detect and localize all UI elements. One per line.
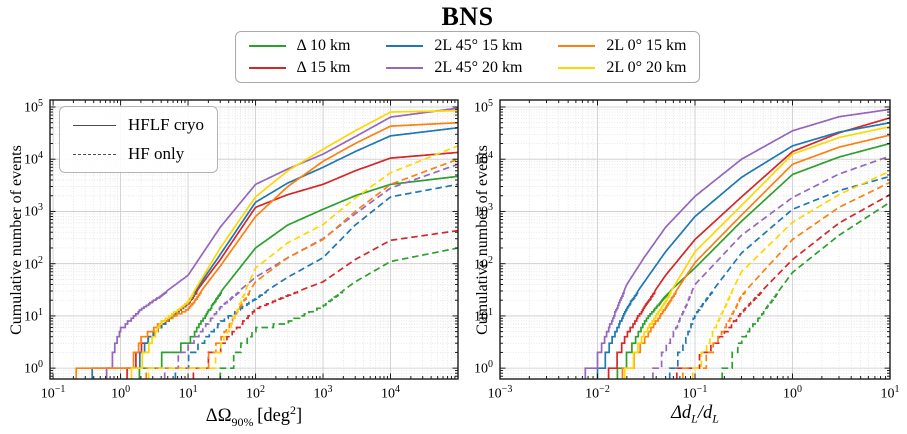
series-line [691, 170, 890, 379]
series-line [192, 229, 458, 379]
x-tick-label: 102 [246, 384, 265, 402]
series-line [105, 107, 458, 379]
series-line [621, 134, 890, 379]
y-tick-label: 102 [24, 254, 43, 273]
legend-line-swatch [558, 67, 596, 69]
y-tick-label: 104 [24, 150, 43, 168]
legend-item-label: 2L 45° 20 km [434, 59, 523, 76]
line-style-label: HF only [128, 144, 185, 163]
x-tick-label: 100 [783, 384, 802, 402]
x-axis-label-segment: Δd [671, 403, 692, 423]
legend-item-label: Δ 10 km [296, 37, 351, 54]
series-line [596, 121, 890, 379]
legend-line-swatch [248, 45, 286, 47]
x-tick-label: 101 [178, 384, 198, 402]
legend-item: Δ 15 km [248, 59, 351, 77]
y-tick-label: 101 [474, 306, 493, 325]
y-tick-label: 102 [474, 254, 493, 273]
legend-item: Δ 10 km [248, 37, 351, 55]
legend-item: 2L 0° 15 km [558, 37, 686, 55]
x-tick-label: 104 [381, 384, 400, 402]
x-axis-label-segment: L [712, 411, 719, 426]
legend-item-label: 2L 0° 15 km [606, 37, 687, 54]
legend-item-label: 2L 45° 15 km [434, 37, 523, 54]
x-tick-label: 10−1 [682, 384, 708, 402]
y-axis-label-left: Cumulative number of events [8, 145, 25, 335]
dashed-line-swatch [73, 153, 116, 155]
legend-item-label: 2L 0° 20 km [606, 59, 687, 76]
legend-item: 2L 45° 15 km [386, 37, 522, 55]
legend-item: 2L 0° 20 km [558, 59, 686, 77]
x-axis-label-segment: ] [296, 406, 303, 427]
legend-line-swatch [386, 67, 424, 69]
line-style-legend-item: HF only [73, 144, 204, 164]
legend-line-swatch [558, 45, 596, 47]
legend-line-swatch [386, 45, 424, 47]
series-line [138, 175, 458, 379]
x-tick-label: 10−3 [487, 384, 513, 402]
y-tick-label: 104 [474, 150, 493, 168]
legend-item: 2L 45° 20 km [386, 59, 522, 77]
series-line [219, 247, 458, 379]
x-axis-label-segment: 2 [290, 403, 297, 417]
line-style-label: HFLF cryo [128, 115, 205, 134]
x-axis-label: ΔΩ90% [deg2] [206, 403, 302, 430]
series-line [623, 125, 890, 379]
line-style-legend: HFLF cryo HF only [59, 106, 219, 173]
y-tick-label: 103 [24, 202, 43, 221]
series-line [652, 155, 890, 379]
series-line [130, 109, 458, 379]
y-tick-label: 105 [24, 98, 43, 116]
x-tick-label: 100 [111, 384, 131, 402]
y-tick-label: 100 [24, 359, 43, 377]
series-line [584, 108, 890, 379]
legend-item-label: Δ 15 km [296, 59, 351, 76]
x-axis-label-segment: 90% [231, 414, 254, 429]
series-line [721, 201, 890, 379]
legend-line-swatch [248, 67, 286, 69]
x-axis-label: ΔdL/dL [671, 403, 719, 427]
y-tick-label: 103 [474, 202, 493, 221]
x-tick-label: 10−1 [40, 384, 66, 402]
series-line [75, 121, 458, 379]
figure-title: BNS [441, 2, 494, 31]
x-axis-label-segment: [deg [253, 406, 291, 427]
detector-config-legend: Δ 10 km Δ 15 km 2L 45° 15 km 2L 45° 20 km 2L… [234, 31, 701, 83]
series-line [616, 142, 890, 379]
x-tick-label: 10−2 [585, 384, 610, 402]
series-line [681, 181, 890, 379]
x-tick-label: 101 [880, 384, 900, 402]
subplot-1 [499, 99, 891, 380]
y-tick-label: 105 [474, 98, 493, 116]
solid-line-swatch [73, 124, 116, 126]
series-line [147, 145, 458, 379]
y-tick-label: 101 [24, 306, 43, 325]
y-axis-label-right: Cumulative number of events [474, 145, 491, 335]
x-axis-label-segment: /d [697, 403, 713, 423]
x-axis-label-segment: ΔΩ [205, 406, 232, 427]
x-tick-label: 103 [313, 384, 333, 402]
y-tick-label: 100 [474, 359, 493, 377]
series-line [174, 183, 458, 379]
x-axis-label-segment: L [691, 411, 698, 426]
line-style-legend-item: HFLF cryo [73, 115, 204, 135]
